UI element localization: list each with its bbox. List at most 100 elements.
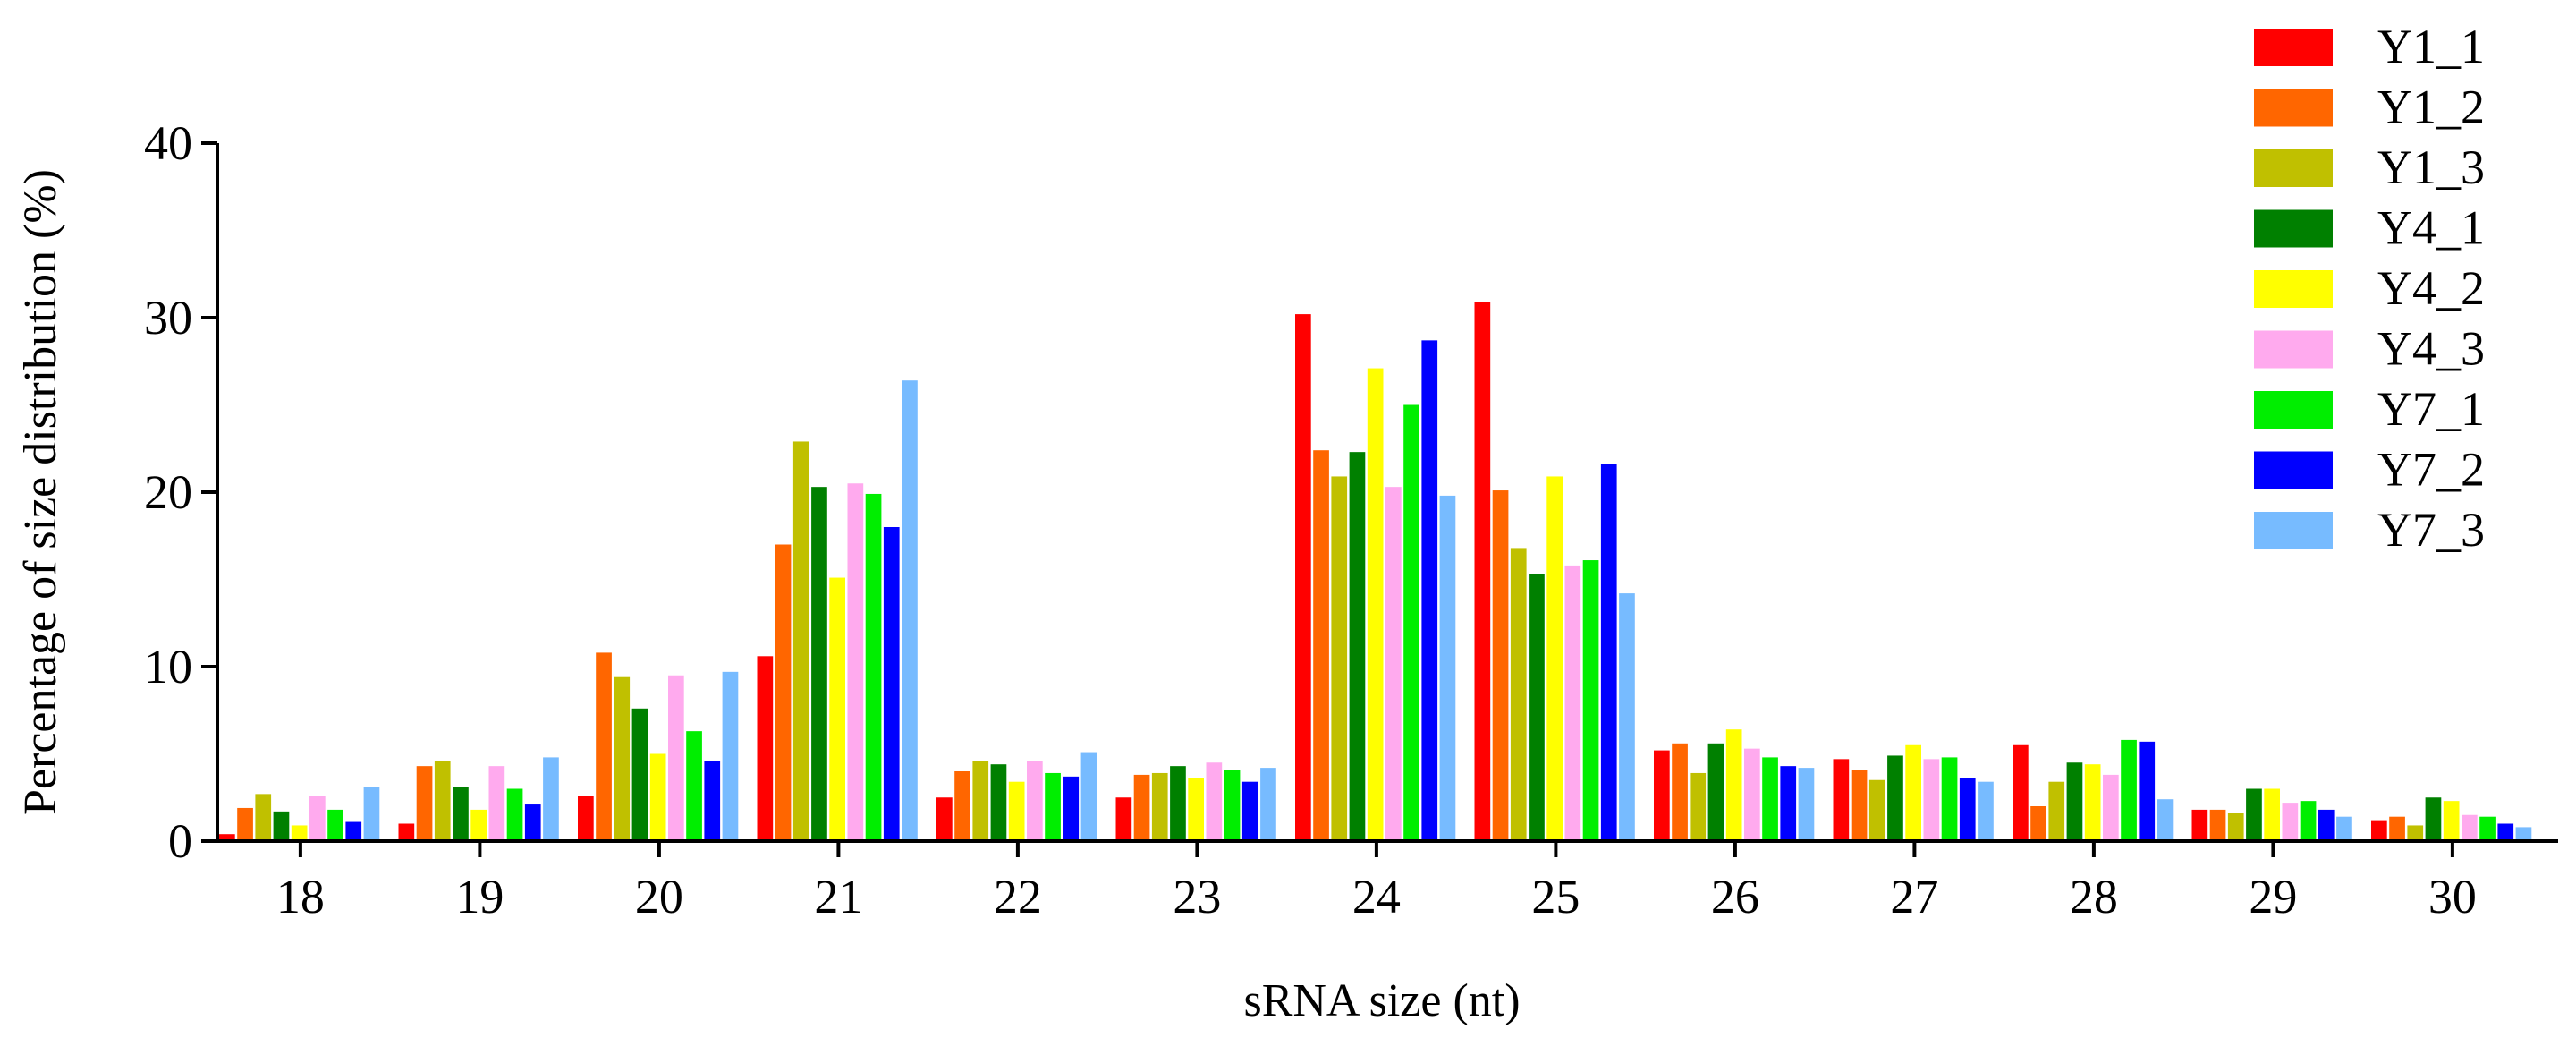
- bar-Y4_1-18: [273, 811, 290, 841]
- bar-Y4_2-29: [2264, 788, 2280, 841]
- bar-Y1_3-25: [1510, 548, 1527, 841]
- x-axis-title: sRNA size (nt): [1243, 975, 1520, 1026]
- bar-Y7_3-18: [363, 787, 380, 841]
- legend-swatch-Y7_2: [2254, 451, 2333, 489]
- bar-Y4_2-30: [2443, 801, 2460, 841]
- bar-Y1_2-23: [1133, 774, 1150, 841]
- bar-Y4_2-24: [1367, 368, 1384, 841]
- bar-Y4_1-23: [1170, 766, 1186, 841]
- bar-Y7_1-20: [686, 731, 702, 841]
- legend-swatch-Y1_2: [2254, 89, 2333, 127]
- bar-Y1_3-29: [2227, 813, 2244, 841]
- y-tick-label: 20: [144, 465, 192, 519]
- legend-label-Y4_2: Y4_2: [2377, 261, 2485, 315]
- bar-Y4_2-26: [1725, 729, 1742, 841]
- bar-Y7_1-29: [2300, 801, 2317, 841]
- x-tick-label: 19: [455, 870, 504, 923]
- bar-Y1_3-21: [792, 441, 809, 841]
- bar-Y1_3-27: [1868, 779, 1885, 841]
- legend-swatch-Y1_3: [2254, 149, 2333, 187]
- bar-Y7_2-19: [524, 804, 541, 841]
- bar-Y1_2-19: [416, 766, 433, 841]
- bar-Y1_1-24: [1295, 314, 1311, 842]
- legend-label-Y1_2: Y1_2: [2377, 81, 2485, 134]
- bars-group: [219, 302, 2532, 842]
- bar-Y7_2-24: [1421, 340, 1438, 842]
- bar-Y7_3-23: [1260, 768, 1276, 841]
- bar-Y7_2-26: [1780, 766, 1797, 841]
- bar-Y4_3-26: [1744, 748, 1760, 841]
- bar-Y4_3-27: [1923, 759, 1940, 841]
- bar-Y7_2-30: [2497, 823, 2514, 841]
- bar-Y4_3-19: [488, 766, 505, 841]
- bar-Y1_3-30: [2407, 825, 2424, 841]
- legend-swatch-Y4_1: [2254, 209, 2333, 248]
- bar-Y1_1-25: [1474, 302, 1491, 841]
- bar-Y1_3-23: [1151, 772, 1168, 841]
- bar-Y1_3-28: [2048, 781, 2065, 841]
- x-tick-label: 29: [2249, 870, 2297, 923]
- y-tick-label: 0: [168, 814, 192, 868]
- bar-Y4_1-29: [2246, 788, 2262, 841]
- bar-Y7_1-30: [2479, 816, 2496, 841]
- bar-Y1_2-29: [2209, 809, 2226, 841]
- bar-Y7_2-28: [2139, 741, 2156, 841]
- bar-Y1_2-24: [1313, 450, 1329, 841]
- bar-Y7_3-27: [1978, 781, 1994, 841]
- bar-Y4_2-20: [649, 753, 666, 841]
- legend-swatch-Y4_3: [2254, 330, 2333, 369]
- bar-Y7_3-28: [2157, 799, 2174, 841]
- bar-Y4_2-25: [1546, 476, 1563, 841]
- bar-Y4_3-18: [309, 796, 326, 841]
- bar-Y7_1-25: [1582, 560, 1599, 841]
- bar-Y7_2-25: [1600, 464, 1617, 841]
- legend: Y1_1 Y1_2 Y1_3 Y4_1 Y4_2 Y4_3 Y7_1 Y7_2 Y7_3: [2254, 20, 2485, 557]
- bar-Y1_2-26: [1672, 743, 1688, 841]
- y-tick-label: 40: [144, 116, 192, 170]
- bar-Y1_2-30: [2389, 816, 2405, 841]
- bar-Y4_2-18: [291, 825, 308, 841]
- bar-Y7_1-22: [1045, 772, 1061, 841]
- bar-Y7_2-22: [1063, 776, 1080, 841]
- legend-swatch-Y7_3: [2254, 512, 2333, 549]
- x-tick-label: 21: [814, 870, 862, 923]
- bar-Y1_3-18: [255, 794, 272, 841]
- bar-Y7_1-19: [506, 788, 523, 841]
- legend-label-Y1_1: Y1_1: [2377, 20, 2485, 73]
- bar-Y7_3-21: [902, 380, 918, 841]
- bar-Y1_2-18: [237, 807, 253, 841]
- bar-Y7_1-23: [1224, 770, 1241, 841]
- bar-Y1_1-28: [2012, 744, 2029, 841]
- bar-Y1_1-22: [936, 797, 953, 841]
- bar-Y4_1-24: [1349, 452, 1366, 841]
- x-tick-label: 27: [1890, 870, 1938, 923]
- bar-Y1_1-21: [757, 656, 774, 841]
- bar-Y4_1-21: [811, 487, 827, 841]
- x-tick-label: 26: [1711, 870, 1759, 923]
- bar-Y1_1-20: [578, 796, 594, 841]
- bar-Y7_3-22: [1080, 752, 1097, 841]
- y-ticks-group: 0 10 20 30 40: [144, 116, 217, 868]
- legend-swatch-Y7_1: [2254, 391, 2333, 429]
- bar-Y4_1-25: [1529, 574, 1545, 841]
- bar-Y4_3-22: [1027, 761, 1043, 841]
- bar-Y1_2-22: [954, 771, 970, 841]
- bar-Y4_3-23: [1206, 762, 1223, 841]
- bar-Y1_3-24: [1331, 476, 1348, 841]
- x-tick-label: 23: [1173, 870, 1221, 923]
- legend-label-Y4_1: Y4_1: [2377, 201, 2485, 255]
- bar-Y1_2-27: [1851, 770, 1868, 841]
- bar-Y1_1-19: [398, 823, 415, 841]
- x-tick-label: 20: [635, 870, 683, 923]
- bar-Y7_3-19: [543, 757, 559, 841]
- bar-Y7_1-18: [327, 809, 343, 841]
- bar-Y1_3-26: [1690, 772, 1707, 841]
- bar-Y4_3-28: [2103, 774, 2119, 841]
- bar-Y4_3-24: [1385, 487, 1402, 841]
- bar-Y7_3-24: [1439, 495, 1456, 841]
- bar-Y4_1-27: [1887, 755, 1903, 841]
- bar-Y4_1-20: [631, 708, 648, 841]
- legend-label-Y4_3: Y4_3: [2377, 322, 2485, 376]
- bar-Y7_2-18: [345, 821, 362, 841]
